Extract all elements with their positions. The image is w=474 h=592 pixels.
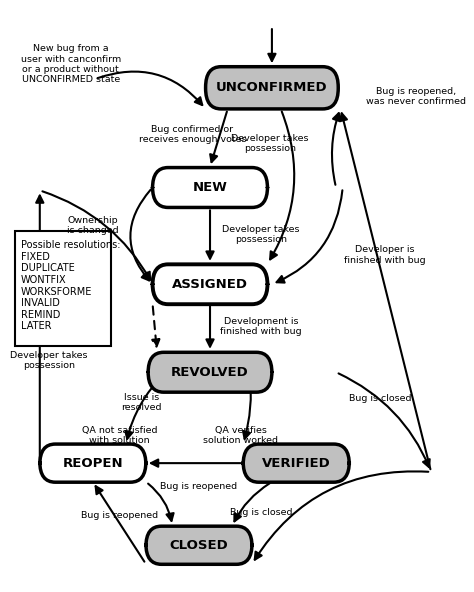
Text: QA verifies
solution worked: QA verifies solution worked bbox=[203, 426, 278, 445]
Text: Bug confirmed or
receives enough votes: Bug confirmed or receives enough votes bbox=[138, 125, 246, 144]
Text: VERIFIED: VERIFIED bbox=[262, 456, 330, 469]
FancyBboxPatch shape bbox=[243, 444, 349, 482]
Text: UNCONFIRMED: UNCONFIRMED bbox=[216, 81, 328, 94]
Text: NEW: NEW bbox=[192, 181, 228, 194]
Text: Developer takes
possession: Developer takes possession bbox=[10, 351, 87, 370]
Text: New bug from a
user with canconfirm
or a product without
UNCONFIRMED state: New bug from a user with canconfirm or a… bbox=[20, 44, 121, 85]
Text: REVOLVED: REVOLVED bbox=[171, 366, 249, 379]
FancyBboxPatch shape bbox=[16, 231, 110, 346]
Text: Developer takes
possession: Developer takes possession bbox=[231, 134, 309, 153]
Text: QA not satisfied
with solution: QA not satisfied with solution bbox=[82, 426, 157, 445]
Text: Bug is closed: Bug is closed bbox=[229, 509, 292, 517]
FancyBboxPatch shape bbox=[206, 67, 338, 109]
FancyBboxPatch shape bbox=[40, 444, 146, 482]
Text: Bug is reopened: Bug is reopened bbox=[160, 482, 237, 491]
Text: ASSIGNED: ASSIGNED bbox=[172, 278, 248, 291]
FancyBboxPatch shape bbox=[153, 265, 267, 304]
Text: Possible resolutions:
FIXED
DUPLICATE
WONTFIX
WORKSFORME
INVALID
REMIND
LATER: Possible resolutions: FIXED DUPLICATE WO… bbox=[21, 240, 120, 332]
Text: REOPEN: REOPEN bbox=[63, 456, 123, 469]
FancyBboxPatch shape bbox=[153, 168, 267, 207]
Text: CLOSED: CLOSED bbox=[170, 539, 228, 552]
Text: Development is
finished with bug: Development is finished with bug bbox=[220, 317, 301, 336]
Text: Bug is reopened,
was never confirmed: Bug is reopened, was never confirmed bbox=[365, 87, 465, 107]
Text: Issue is
resolved: Issue is resolved bbox=[121, 393, 162, 413]
Text: Developer takes
possession: Developer takes possession bbox=[222, 225, 300, 244]
Text: Ownership
is changed: Ownership is changed bbox=[67, 216, 118, 236]
FancyBboxPatch shape bbox=[148, 352, 272, 392]
Text: Bug is closed: Bug is closed bbox=[349, 394, 411, 403]
FancyBboxPatch shape bbox=[146, 526, 252, 564]
Text: Bug is reopened: Bug is reopened bbox=[81, 511, 158, 520]
Text: Developer is
finished with bug: Developer is finished with bug bbox=[344, 245, 426, 265]
